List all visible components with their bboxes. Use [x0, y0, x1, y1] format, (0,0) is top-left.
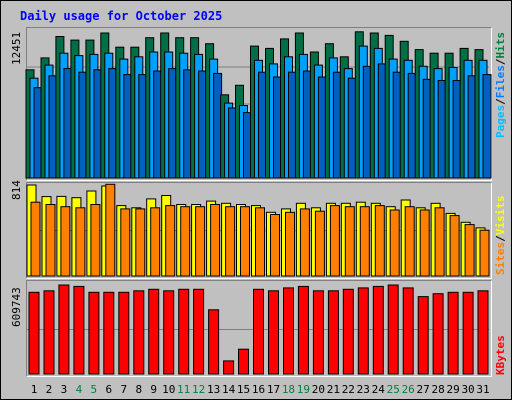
sites-bar: [45, 204, 56, 277]
kbytes-bar: [133, 290, 145, 375]
kbytes-bar: [283, 287, 294, 375]
x-tick-label: 29: [446, 383, 460, 396]
x-tick-label: 28: [431, 383, 445, 396]
sites-bar: [419, 209, 430, 277]
kbytes-bar: [417, 296, 429, 375]
sites-bar: [150, 207, 161, 277]
sites-bar: [285, 211, 295, 277]
sites-bar: [314, 210, 325, 277]
kbytes-bar: [297, 285, 309, 375]
kbytes-bar: [58, 284, 70, 375]
x-tick-label: 4: [75, 383, 83, 396]
x-tick-label: 3: [60, 383, 68, 396]
x-tick-label: 20: [311, 383, 325, 396]
pages-bar: [482, 74, 492, 179]
x-tick-label: 7: [120, 383, 128, 396]
sites-bar: [434, 207, 445, 277]
x-tick-label: 12: [192, 383, 206, 396]
kbytes-bar: [268, 290, 279, 375]
x-tick-label: 9: [150, 383, 158, 396]
sites-bar: [120, 208, 131, 277]
x-tick-label: 2: [45, 383, 53, 396]
x-tick-label: 11: [177, 383, 191, 396]
kbytes-bar: [432, 293, 444, 375]
sites-bar: [344, 206, 355, 277]
sites-bar: [464, 224, 475, 277]
sites-bar: [105, 183, 116, 277]
sites-bar: [270, 214, 280, 277]
sites-bar: [374, 205, 385, 277]
x-tick-label: 14: [221, 383, 236, 396]
sites-bar: [255, 207, 265, 277]
x-tick-label: 21: [326, 383, 340, 396]
kbytes-bar: [477, 290, 489, 375]
kbytes-bar: [253, 288, 264, 375]
sites-bar: [299, 208, 310, 277]
kbytes-bar: [28, 291, 40, 375]
sites-bar: [210, 204, 221, 277]
kbytes-bar: [447, 291, 459, 375]
kbytes-bar: [223, 360, 235, 375]
x-tick-label: 25: [386, 383, 400, 396]
sites-bar: [449, 215, 460, 277]
x-tick-label: 16: [251, 383, 266, 396]
x-tick-label: 22: [341, 383, 355, 396]
x-tick-label: 31: [476, 383, 490, 396]
kbytes-bar: [148, 288, 160, 375]
x-tick-label: 5: [90, 383, 98, 396]
kbytes-bar: [387, 284, 399, 375]
x-tick-label: 6: [105, 383, 113, 396]
kbytes-bar: [118, 291, 130, 375]
sites-bar: [60, 206, 71, 277]
kbytes-bar: [402, 287, 414, 375]
sites-bar: [359, 206, 370, 277]
chart-title: Daily usage for October 2025: [20, 9, 223, 23]
sites-bar: [479, 229, 490, 277]
x-tick-label: 8: [135, 383, 143, 396]
sites-bar: [90, 204, 101, 277]
kbytes-bar: [43, 290, 55, 375]
sites-bar: [404, 206, 415, 277]
kbytes-bar: [208, 309, 220, 375]
x-tick-label: 30: [461, 383, 475, 396]
sites-bar: [180, 206, 191, 277]
x-tick-label: 27: [416, 383, 430, 396]
x-tick-label: 23: [356, 383, 370, 396]
sites-bar: [225, 206, 236, 277]
x-tick-label: 15: [236, 383, 251, 396]
kbytes-bar: [372, 285, 384, 375]
sites-bar: [75, 207, 86, 277]
x-tick-label: 19: [296, 383, 311, 396]
x-tick-label: 18: [281, 383, 296, 396]
sites-bar: [329, 205, 340, 277]
kbytes-bar: [327, 290, 339, 375]
x-tick-label: 13: [206, 383, 221, 396]
sites-bar: [165, 205, 176, 277]
x-axis-labels: 1 2 3 4 5 6 7 8 9 10 11 12 13 14 15 16 17 18 19 20 21 22 23 24 2…: [26, 383, 490, 397]
kbytes-bar: [103, 291, 115, 375]
x-tick-label: 26: [401, 383, 415, 396]
kbytes-bar: [238, 348, 249, 375]
kbytes-bar: [163, 290, 175, 375]
x-tick-label: 1: [30, 383, 38, 396]
x-tick-label: 24: [371, 383, 385, 396]
kbytes-bar: [88, 291, 100, 375]
x-tick-label: 10: [162, 383, 176, 396]
kbytes-bar: [193, 288, 205, 375]
kbytes-bar: [178, 288, 190, 375]
x-tick-label: 17: [266, 383, 281, 396]
kbytes-bar: [312, 290, 324, 375]
kbytes-bar: [342, 288, 354, 375]
sites-bar: [240, 206, 250, 277]
kbytes-bar: [357, 287, 369, 375]
sites-bar: [30, 201, 41, 277]
sites-bar: [135, 208, 146, 277]
sites-bar: [195, 206, 206, 277]
sites-bar: [389, 209, 400, 277]
kbytes-bar: [462, 291, 474, 375]
kbytes-bar: [73, 285, 85, 375]
